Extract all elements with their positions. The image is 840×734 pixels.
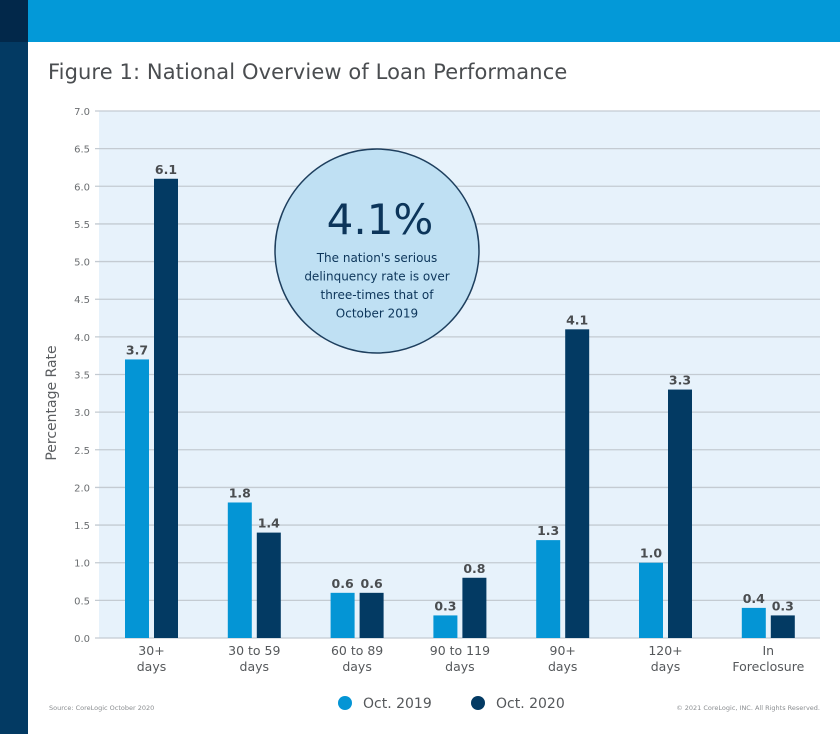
bar-oct-2020 <box>770 615 795 638</box>
y-axis-label: Percentage Rate <box>44 345 60 460</box>
x-tick-label: 60 to 89 <box>331 643 383 658</box>
bar-oct-2019 <box>741 607 766 638</box>
copyright-note: © 2021 CoreLogic, INC. All Rights Reserv… <box>676 704 820 712</box>
y-tick-label: 0.0 <box>74 634 90 645</box>
legend-label: Oct. 2019 <box>363 696 432 712</box>
data-label: 0.4 <box>743 591 765 606</box>
data-label: 0.6 <box>361 576 383 591</box>
x-tick-label: days <box>445 659 475 674</box>
data-label: 0.6 <box>332 576 354 591</box>
y-tick-label: 3.5 <box>74 371 90 382</box>
bar-oct-2019 <box>639 562 663 638</box>
x-tick-label: days <box>342 659 372 674</box>
data-label: 3.3 <box>669 373 691 388</box>
x-tick-label: days <box>548 659 578 674</box>
x-tick-label: 90 to 119 <box>430 643 490 658</box>
bar-oct-2019 <box>330 592 355 638</box>
header-bar <box>28 0 840 42</box>
y-tick-label: 5.0 <box>74 258 90 269</box>
data-label: 1.0 <box>640 546 662 561</box>
figure-title: Figure 1: National Overview of Loan Perf… <box>48 60 568 84</box>
y-tick-label: 2.5 <box>74 446 90 457</box>
bar-oct-2020 <box>462 577 487 638</box>
callout-text-line: The nation's serious <box>316 251 438 265</box>
x-tick-label: Foreclosure <box>732 659 804 674</box>
legend-label: Oct. 2020 <box>496 696 565 712</box>
y-tick-label: 5.5 <box>74 220 90 231</box>
bar-oct-2020 <box>154 178 178 638</box>
y-tick-label: 6.0 <box>74 182 90 193</box>
y-tick-label: 4.5 <box>74 295 90 306</box>
data-label: 4.1 <box>566 312 588 327</box>
side-accent-strip <box>0 0 28 734</box>
callout-text-line: delinquency rate is over <box>304 270 449 284</box>
x-tick-label: 90+ <box>550 643 576 658</box>
bar-oct-2020 <box>359 592 384 638</box>
bar-oct-2020 <box>565 329 590 638</box>
legend-swatch <box>338 696 352 710</box>
data-label: 0.8 <box>463 561 485 576</box>
x-tick-label: days <box>137 659 167 674</box>
bar-oct-2019 <box>536 540 561 638</box>
callout-text-line: October 2019 <box>336 307 418 321</box>
x-tick-label: 30+ <box>138 643 164 658</box>
data-label: 0.3 <box>434 598 456 613</box>
callout-value: 4.1% <box>327 195 434 244</box>
x-tick-label: days <box>240 659 270 674</box>
data-label: 1.4 <box>258 516 280 531</box>
bar-oct-2020 <box>256 532 281 638</box>
y-tick-label: 2.0 <box>74 483 90 494</box>
x-tick-label: days <box>651 659 681 674</box>
side-accent-corner <box>0 0 28 42</box>
x-tick-label: 120+ <box>648 643 682 658</box>
callout-text-line: three-times that of <box>320 288 434 302</box>
data-label: 1.3 <box>537 523 559 538</box>
y-tick-label: 4.0 <box>74 333 90 344</box>
callout-circle <box>274 148 480 354</box>
x-tick-label: In <box>762 643 774 658</box>
bar-oct-2019 <box>125 359 149 638</box>
bar-oct-2019 <box>433 615 458 638</box>
source-note: Source: CoreLogic October 2020 <box>49 704 155 712</box>
legend-item-oct-2020: Oct. 2020 <box>471 696 565 712</box>
y-tick-label: 6.5 <box>74 145 90 156</box>
y-tick-label: 3.0 <box>74 408 90 419</box>
legend-item-oct-2019: Oct. 2019 <box>338 696 432 712</box>
data-label: 0.3 <box>772 598 794 613</box>
bar-oct-2020 <box>668 389 692 638</box>
x-tick-label: 30 to 59 <box>228 643 280 658</box>
bar-oct-2019 <box>227 502 252 638</box>
data-label: 6.1 <box>155 162 177 177</box>
legend-swatch <box>471 696 485 710</box>
y-tick-label: 1.5 <box>74 521 90 532</box>
y-tick-label: 1.0 <box>74 559 90 570</box>
y-tick-label: 0.5 <box>74 596 90 607</box>
data-label: 1.8 <box>229 485 251 500</box>
y-tick-label: 7.0 <box>74 107 90 118</box>
data-label: 3.7 <box>126 342 148 357</box>
